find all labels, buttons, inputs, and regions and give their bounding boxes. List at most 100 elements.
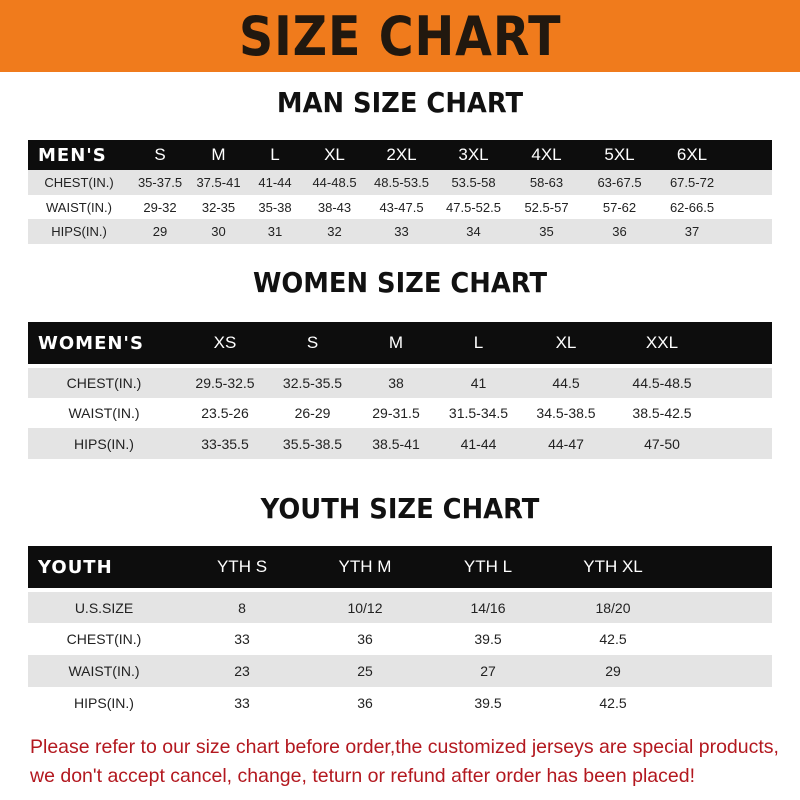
measurement-value: 41-44 xyxy=(460,435,497,452)
measurement-value: 67.5-72 xyxy=(669,175,715,190)
table-title-cell: MEN'S xyxy=(38,144,107,166)
measurement-value: 29.5-32.5 xyxy=(195,375,255,391)
measurement-value: 32.5-35.5 xyxy=(282,375,343,391)
measurement-value: 39.5 xyxy=(474,695,502,711)
measurement-value: 29 xyxy=(605,663,621,679)
table-row: CHEST(IN.) 33 36 39.5 42.5 xyxy=(28,623,772,655)
measurement-label: CHEST(IN.) xyxy=(44,175,114,190)
measurement-value: 44.5-48.5 xyxy=(632,375,692,391)
measurement-value: 35 xyxy=(539,224,554,239)
measurement-value: 35-38 xyxy=(258,199,292,215)
size-header-cell: L xyxy=(473,333,484,352)
size-header-cell: 2XL xyxy=(386,145,417,164)
measurement-value: 33 xyxy=(234,631,250,647)
measurement-value: 27 xyxy=(480,663,496,679)
measurement-value: 38.5-41 xyxy=(372,435,420,452)
measurement-value: 63-67.5 xyxy=(597,175,642,190)
order-notice: Please refer to our size chart before or… xyxy=(30,733,790,791)
measurement-value: 47.5-52.5 xyxy=(446,199,501,215)
measurement-value: 23 xyxy=(234,663,250,679)
measurement-value: 8 xyxy=(238,599,246,616)
measurement-value: 39.5 xyxy=(474,631,502,647)
measurement-label: WAIST(IN.) xyxy=(46,199,112,215)
table-title-cell: WOMEN'S xyxy=(38,332,144,354)
measurement-value: 42.5 xyxy=(599,631,627,647)
size-header-cell: 4XL xyxy=(531,145,562,164)
measurement-value: 43-47.5 xyxy=(379,199,424,215)
header-row: YOUTH YTH S YTH M YTH L YTH XL xyxy=(28,546,772,588)
measurement-value: 38 xyxy=(388,375,404,391)
measurement-value: 44-48.5 xyxy=(312,175,357,190)
table-title-cell: YOUTH xyxy=(38,556,113,578)
measurement-value: 14/16 xyxy=(470,599,506,616)
measurement-value: 35.5-38.5 xyxy=(282,435,343,452)
measurement-value: 53.5-58 xyxy=(451,175,496,190)
table-row: WAIST(IN.) 23.5-26 26-29 29-31.5 31.5-34.5 34… xyxy=(28,398,772,428)
measurement-value: 44.5 xyxy=(552,375,580,391)
measurement-label: WAIST(IN.) xyxy=(68,663,140,679)
measurement-value: 41-44 xyxy=(258,175,292,190)
measurement-value: 18/20 xyxy=(595,599,631,616)
measurement-value: 62-66.5 xyxy=(669,199,715,215)
measurement-value: 32 xyxy=(327,224,342,239)
measurement-value: 37 xyxy=(684,224,700,239)
table-row: HIPS(IN.) 33 36 39.5 42.5 xyxy=(28,687,772,719)
size-header-cell: XXL xyxy=(645,333,679,352)
men-section-title: MAN SIZE CHART xyxy=(276,86,524,119)
measurement-value: 33 xyxy=(234,695,250,711)
measurement-value: 37.5-41 xyxy=(196,175,241,190)
youth-size-table: YOUTH YTH S YTH M YTH L YTH XL U.S.SIZE 8 10/12… xyxy=(28,546,772,719)
table-row: CHEST(IN.) 35-37.5 37.5-41 41-44 44-48.5 48.5… xyxy=(28,170,772,195)
size-header-cell: YTH L xyxy=(463,557,513,576)
size-chart-banner: SIZE CHART xyxy=(0,0,800,72)
measurement-label: CHEST(IN.) xyxy=(66,631,142,647)
measurement-value: 47-50 xyxy=(644,435,680,452)
measurement-value: 36 xyxy=(612,224,627,239)
measurement-label: CHEST(IN.) xyxy=(66,375,142,391)
measurement-value: 58-63 xyxy=(529,175,564,190)
size-header-cell: M xyxy=(211,145,226,164)
table-row: HIPS(IN.) 33-35.5 35.5-38.5 38.5-41 41-44 44-… xyxy=(28,428,772,459)
header-row: WOMEN'S XS S M L XL XXL xyxy=(28,322,772,364)
measurement-value: 25 xyxy=(357,663,373,679)
measurement-value: 42.5 xyxy=(599,695,627,711)
size-header-cell: XL xyxy=(555,333,577,352)
measurement-value: 33 xyxy=(394,224,409,239)
measurement-value: 29-31.5 xyxy=(372,405,420,421)
measurement-value: 41 xyxy=(470,375,487,391)
measurement-value: 52.5-57 xyxy=(524,199,569,215)
size-header-cell: XL xyxy=(324,145,345,164)
measurement-value: 10/12 xyxy=(347,599,383,616)
measurement-value: 44-47 xyxy=(548,435,584,452)
size-header-cell: YTH S xyxy=(216,557,268,576)
measurement-value: 57-62 xyxy=(602,199,637,215)
measurement-label: HIPS(IN.) xyxy=(74,435,134,452)
measurement-value: 26-29 xyxy=(294,405,331,421)
table-row: WAIST(IN.) 23 25 27 29 xyxy=(28,655,772,687)
size-header-cell: 6XL xyxy=(676,145,708,164)
women-section-title: WOMEN SIZE CHART xyxy=(252,266,548,299)
measurement-value: 38-43 xyxy=(317,199,352,215)
measurement-value: 33-35.5 xyxy=(201,435,249,452)
size-header-cell: L xyxy=(270,145,280,164)
measurement-value: 31 xyxy=(267,224,283,239)
banner-title: SIZE CHART xyxy=(238,4,562,68)
measurement-value: 35-37.5 xyxy=(137,175,183,190)
measurement-label: HIPS(IN.) xyxy=(74,695,134,711)
measurement-value: 36 xyxy=(357,631,373,647)
size-header-cell: 5XL xyxy=(604,145,635,164)
notice-line-1: Please refer to our size chart before or… xyxy=(30,736,779,758)
measurement-label: U.S.SIZE xyxy=(74,599,134,616)
table-row: WAIST(IN.) 29-32 32-35 35-38 38-43 43-47.5 47.… xyxy=(28,195,772,219)
size-header-cell: M xyxy=(388,333,404,352)
table-row: CHEST(IN.) 29.5-32.5 32.5-35.5 38 41 44.5 44.5… xyxy=(28,368,772,398)
measurement-value: 29 xyxy=(152,224,168,239)
measurement-value: 34.5-38.5 xyxy=(536,405,596,421)
measurement-label: WAIST(IN.) xyxy=(68,405,140,421)
measurement-value: 29-32 xyxy=(143,199,177,215)
table-row: U.S.SIZE 8 10/12 14/16 18/20 xyxy=(28,592,772,623)
women-size-table: WOMEN'S XS S M L XL XXL CHEST(IN.) 29.5-32.5 32.5… xyxy=(28,322,772,459)
measurement-value: 23.5-26 xyxy=(201,405,249,421)
size-header-cell: S xyxy=(154,145,166,164)
size-header-cell: YTH M xyxy=(338,557,392,576)
